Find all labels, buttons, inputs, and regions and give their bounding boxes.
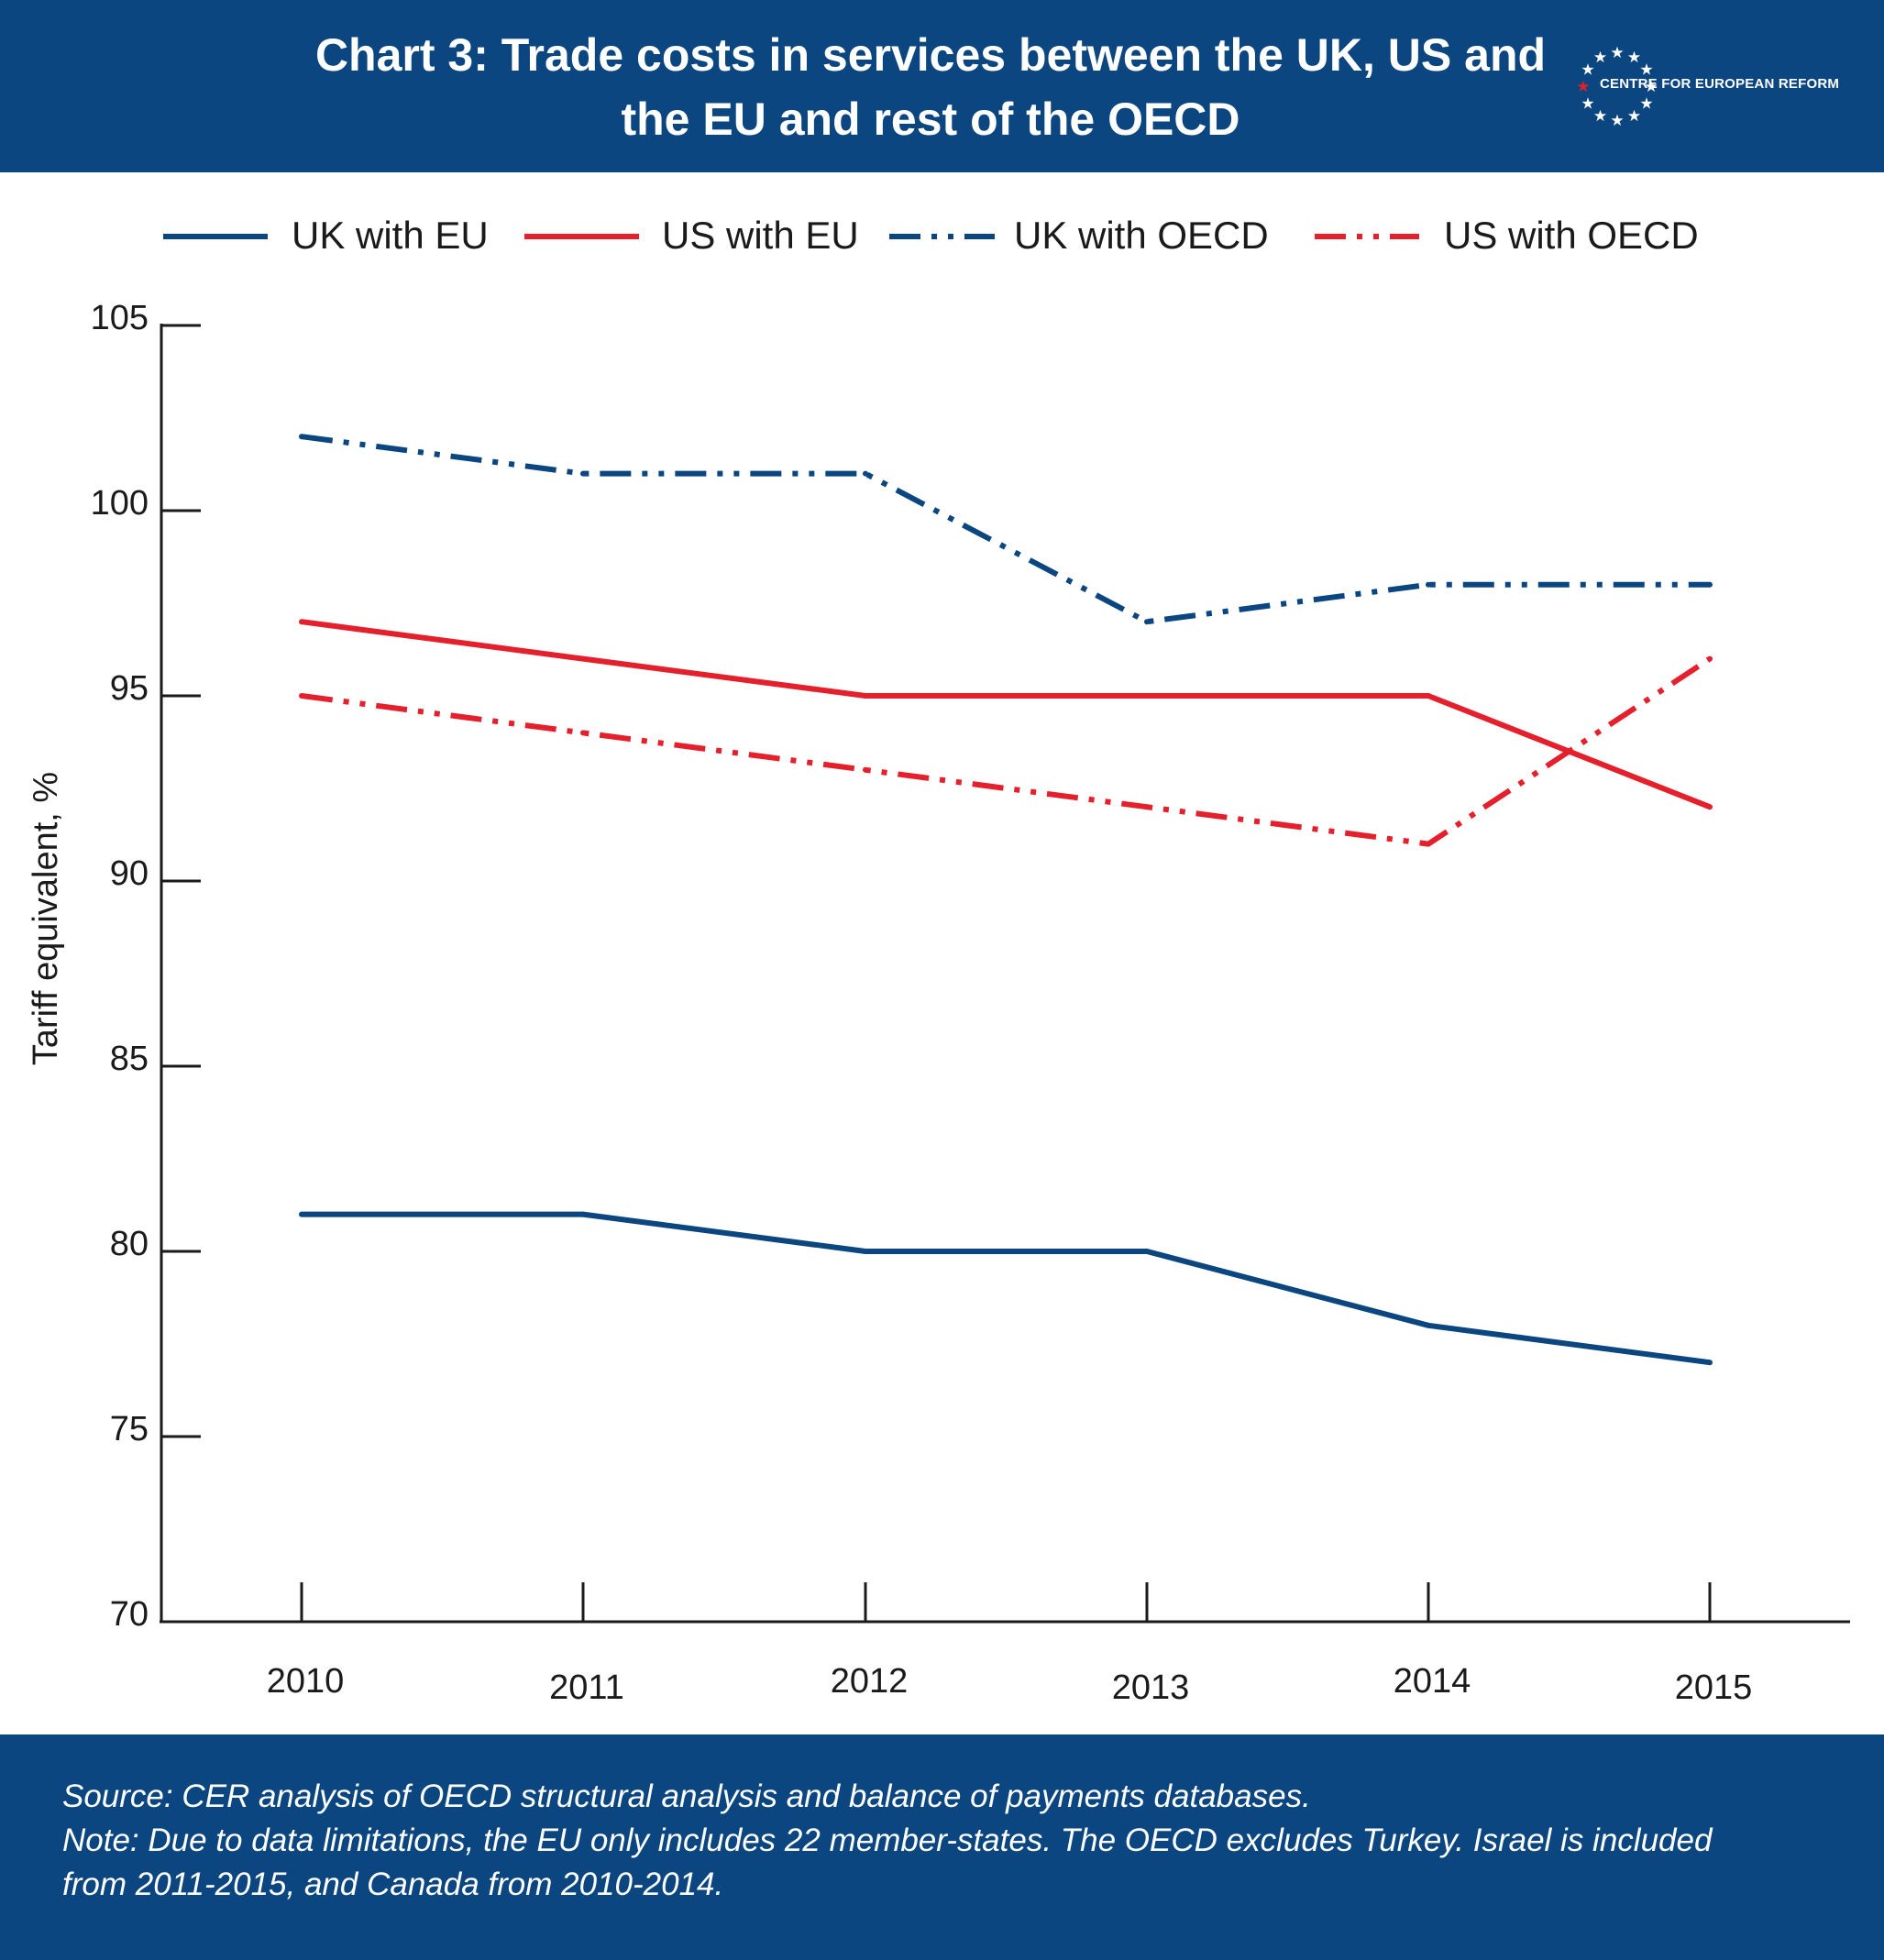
series-line-uk-with-eu <box>302 1211 1711 1366</box>
logo-star-icon: ★ <box>1581 95 1594 114</box>
x-tick-label: 2015 <box>1675 1668 1753 1707</box>
data-point <box>580 655 586 662</box>
chart-legend: UK with EU US with EU UK with OECD US with … <box>163 214 1699 257</box>
y-tick-label: 70 <box>110 1595 149 1634</box>
y-tick-label: 105 <box>91 299 149 337</box>
data-point <box>1426 581 1431 588</box>
source-note: Source: CER analysis of OECD structural … <box>62 1778 1311 1814</box>
data-point <box>1707 655 1713 662</box>
data-point <box>1707 1360 1713 1366</box>
data-point <box>299 619 304 625</box>
chart-title-line-1: Chart 3: Trade costs in services between… <box>314 29 1547 81</box>
data-point <box>1707 581 1713 588</box>
data-note-line-2: from 2011-2015, and Canada from 2010-201… <box>62 1866 724 1902</box>
data-point <box>1144 804 1150 810</box>
data-note-line-1: Note: Due to data limitations, the EU on… <box>62 1822 1713 1858</box>
cer-logo-stars-icon: ★ ★★★★★★★★★★★ <box>1576 44 1658 128</box>
chart-header: Chart 3: Trade costs in services between… <box>0 0 1884 172</box>
logo-star-icon: ★ <box>1627 49 1641 67</box>
data-point <box>863 1249 868 1254</box>
data-point <box>580 730 586 736</box>
logo-star-icon: ★ <box>1627 107 1641 126</box>
data-point <box>1426 693 1431 699</box>
logo-star-icon: ★ <box>1593 107 1607 126</box>
y-tick-label: 90 <box>110 854 149 893</box>
data-point <box>580 470 586 477</box>
y-tick-label: 75 <box>110 1410 149 1448</box>
logo-text: CENTRE FOR EUROPEAN REFORM <box>1600 76 1840 92</box>
legend-label: UK with EU <box>292 214 489 257</box>
logo-star-icon: ★ <box>1593 49 1607 67</box>
y-axis-title: Tariff equivalent, % <box>27 772 65 1065</box>
legend-label: US with OECD <box>1444 214 1699 257</box>
data-point <box>299 434 304 440</box>
logo-star-icon: ★ <box>1639 95 1653 114</box>
data-point <box>1144 693 1150 699</box>
data-point <box>863 693 868 699</box>
y-tick-label: 85 <box>110 1040 149 1078</box>
x-tick-label: 2010 <box>267 1662 345 1701</box>
y-tick-label: 100 <box>91 484 149 523</box>
data-point <box>299 693 304 699</box>
x-tick-label: 2013 <box>1112 1668 1190 1707</box>
chart-title-line-2: the EU and rest of the OECD <box>621 94 1240 145</box>
data-point <box>580 1211 586 1217</box>
chart-series <box>299 434 1713 1366</box>
series-line-us-with-eu <box>301 619 1712 809</box>
data-point <box>1426 841 1431 847</box>
data-point <box>1707 804 1713 810</box>
data-point <box>299 1211 304 1217</box>
data-point <box>1426 1322 1431 1328</box>
series-line-uk-with-oecd <box>301 434 1710 625</box>
logo-star-icon: ★ <box>1644 78 1658 96</box>
logo-star-icon: ★ <box>1581 61 1594 80</box>
chart-footer: Source: CER analysis of OECD structural … <box>0 1734 1884 1960</box>
data-point <box>1144 1249 1150 1254</box>
x-tick-label: 2011 <box>549 1668 624 1707</box>
data-point <box>863 766 868 773</box>
chart-axes: 70 75 80 85 90 95 100 105 2010 2011 2012 2013 2014 20… <box>27 299 1850 1707</box>
x-tick-label: 2012 <box>831 1662 909 1701</box>
legend-label: UK with OECD <box>1014 214 1269 257</box>
y-tick-label: 80 <box>110 1225 149 1263</box>
data-point <box>1144 619 1150 625</box>
x-tick-label: 2014 <box>1394 1662 1471 1701</box>
logo-star-icon: ★ <box>1639 61 1653 80</box>
legend-label: US with EU <box>662 214 859 257</box>
y-tick-label: 95 <box>110 669 149 708</box>
logo-star-icon: ★ <box>1576 78 1590 96</box>
data-point <box>863 470 868 477</box>
logo-star-icon: ★ <box>1610 112 1624 128</box>
series-line-us-with-oecd <box>301 656 1712 847</box>
logo-star-icon: ★ <box>1610 44 1624 62</box>
line-chart: UK with EU US with EU UK with OECD US with … <box>27 214 1850 1707</box>
